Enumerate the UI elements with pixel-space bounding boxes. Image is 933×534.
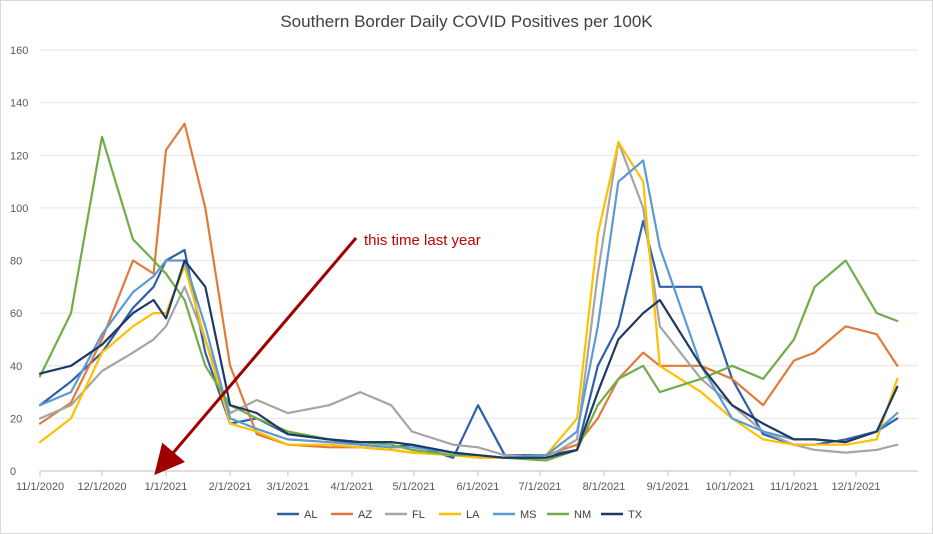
- annotation-arrow: [154, 237, 358, 476]
- legend-label-AZ: AZ: [358, 509, 372, 521]
- y-tick-label: 40: [10, 361, 22, 373]
- x-axis-ticks: 11/1/2020 12/1/2020 1/1/2021 2/1/2021 3/1/20…: [16, 471, 881, 493]
- x-tick-label: 5/1/2021: [393, 481, 436, 493]
- y-tick-label: 100: [10, 203, 28, 215]
- series-line-FL: [38, 141, 899, 459]
- x-tick-label: 10/1/2021: [706, 481, 755, 493]
- series-line-AZ: [38, 122, 899, 459]
- y-tick-label: 0: [10, 466, 16, 478]
- legend-label-LA: LA: [466, 509, 480, 521]
- y-tick-label: 80: [10, 256, 22, 268]
- y-tick-label: 160: [10, 45, 28, 57]
- x-tick-label: 7/1/2021: [519, 481, 562, 493]
- series-lines: [38, 122, 899, 462]
- x-tick-label: 11/1/2020: [16, 481, 64, 493]
- x-tick-label: 11/1/2021: [770, 481, 818, 493]
- x-tick-label: 12/1/2020: [78, 481, 127, 493]
- y-axis-ticks: 0 20 40 60 80 100 120 140 160: [10, 45, 28, 478]
- y-tick-label: 20: [10, 413, 22, 425]
- annotation-label: this time last year: [364, 232, 481, 249]
- x-tick-label: 1/1/2021: [145, 481, 188, 493]
- x-tick-label: 6/1/2021: [457, 481, 500, 493]
- x-tick-label: 4/1/2021: [331, 481, 374, 493]
- legend-label-AL: AL: [304, 509, 317, 521]
- legend: AL AZ FL LA MS NM TX: [277, 509, 643, 521]
- series-line-LA: [38, 141, 899, 459]
- annotation: this time last year: [154, 232, 481, 476]
- y-tick-label: 140: [10, 98, 28, 110]
- x-tick-label: 2/1/2021: [209, 481, 252, 493]
- legend-label-NM: NM: [574, 509, 591, 521]
- series-line-TX: [38, 259, 899, 459]
- y-tick-label: 60: [10, 308, 22, 320]
- legend-label-MS: MS: [520, 509, 537, 521]
- x-tick-label: 12/1/2021: [832, 481, 881, 493]
- legend-label-FL: FL: [412, 509, 425, 521]
- x-tick-label: 9/1/2021: [647, 481, 690, 493]
- gridlines: [40, 49, 918, 472]
- series-line-NM: [38, 135, 899, 462]
- x-tick-label: 3/1/2021: [266, 481, 309, 493]
- x-tick-label: 8/1/2021: [583, 481, 626, 493]
- series-line-AL: [38, 219, 899, 459]
- legend-label-TX: TX: [628, 509, 643, 521]
- chart-title: Southern Border Daily COVID Positives pe…: [280, 12, 653, 31]
- y-tick-label: 120: [10, 150, 28, 162]
